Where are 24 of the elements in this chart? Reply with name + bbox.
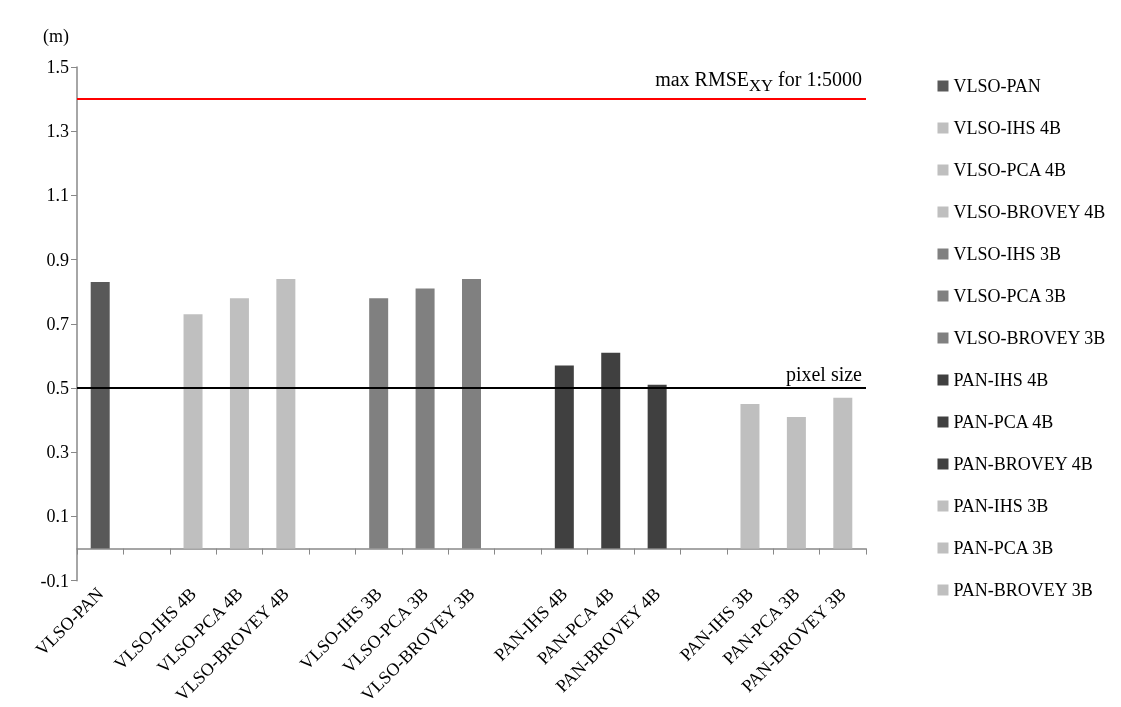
y-tick-label: 0.7: [46, 313, 69, 334]
legend-label: VLSO-PCA 3B: [953, 286, 1067, 306]
y-tick-label: 0.9: [46, 249, 69, 270]
ref-line-label: pixel size: [785, 363, 862, 386]
y-tick-label: 1.3: [46, 121, 69, 142]
legend-label: PAN-IHS 4B: [953, 370, 1049, 390]
legend-label: PAN-IHS 3B: [953, 496, 1049, 516]
y-tick-label: 1.1: [46, 185, 69, 206]
y-axis-title: (m): [43, 26, 69, 47]
legend-label: PAN-PCA 4B: [953, 412, 1054, 432]
y-tick-label: -0.1: [40, 570, 69, 591]
y-tick-label: 0.1: [46, 506, 69, 527]
y-tick-label: 1.5: [46, 57, 69, 77]
ref-line-label: max RMSE$_{XY}$ for 1:5000: [655, 68, 862, 96]
legend-label: VLSO-BROVEY 3B: [953, 328, 1106, 348]
y-tick-label: 0.3: [46, 442, 69, 463]
legend-label: PAN-BROVEY 4B: [953, 454, 1093, 474]
y-tick-label: 0.5: [46, 378, 69, 399]
legend-label: VLSO-IHS 3B: [953, 244, 1062, 264]
legend-label: PAN-PCA 3B: [953, 538, 1054, 558]
legend-label: VLSO-IHS 4B: [953, 118, 1062, 138]
legend-label: VLSO-PCA 4B: [953, 160, 1067, 180]
legend-label: VLSO-BROVEY 4B: [953, 202, 1106, 222]
legend-label: VLSO-PAN: [953, 76, 1041, 96]
